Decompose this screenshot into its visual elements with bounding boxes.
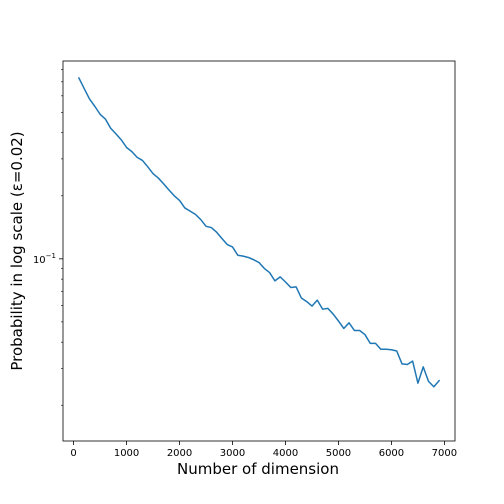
y-tick-label: 10−1 [33, 252, 56, 266]
x-tick-label: 5000 [326, 448, 351, 459]
x-tick-label: 6000 [379, 448, 404, 459]
x-tick-label: 7000 [432, 448, 457, 459]
y-axis-ticks: 10−1 [33, 69, 63, 406]
x-tick-label: 4000 [273, 448, 298, 459]
plot-frame [62, 60, 456, 442]
x-tick-label: 1000 [114, 448, 139, 459]
x-axis-label: Number of dimension [177, 460, 339, 478]
x-axis-ticks: 0 1000 2000 3000 4000 5000 6000 7000 [70, 441, 457, 459]
plot-area [62, 60, 456, 442]
x-tick-label: 2000 [167, 448, 192, 459]
x-tick-label: 3000 [220, 448, 245, 459]
x-tick-label: 0 [70, 448, 76, 459]
series-line [77, 76, 441, 388]
y-axis-label: Probability in log scale (ε=0.02) [8, 131, 26, 370]
